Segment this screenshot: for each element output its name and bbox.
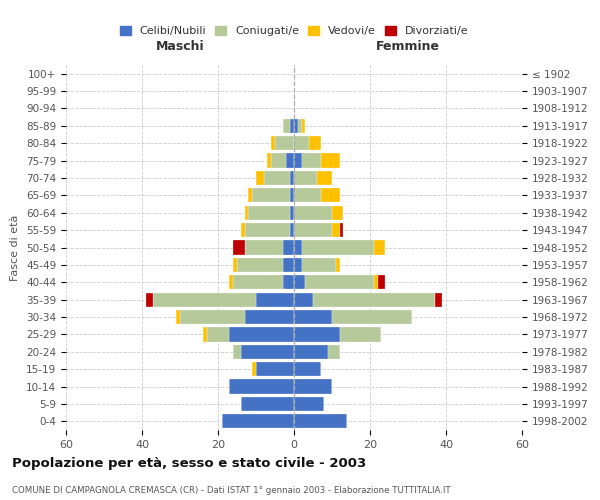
- Bar: [271, 136, 275, 150]
- Bar: [332, 310, 412, 324]
- Bar: [206, 328, 229, 342]
- Bar: [233, 240, 245, 254]
- Bar: [294, 240, 302, 254]
- Bar: [180, 310, 245, 324]
- Bar: [245, 223, 290, 237]
- Bar: [374, 275, 377, 289]
- Bar: [222, 414, 294, 428]
- Text: COMUNE DI CAMPAGNOLA CREMASCA (CR) - Dati ISTAT 1° gennaio 2003 - Elaborazione T: COMUNE DI CAMPAGNOLA CREMASCA (CR) - Dat…: [12, 486, 451, 495]
- Bar: [248, 188, 252, 202]
- Bar: [275, 136, 294, 150]
- Bar: [294, 292, 313, 307]
- Text: Femmine: Femmine: [376, 40, 440, 53]
- Bar: [256, 171, 263, 185]
- Bar: [248, 206, 290, 220]
- Bar: [283, 118, 290, 133]
- Bar: [229, 275, 233, 289]
- Bar: [286, 154, 294, 168]
- Bar: [233, 344, 241, 359]
- Bar: [290, 118, 294, 133]
- Bar: [313, 292, 434, 307]
- Bar: [290, 188, 294, 202]
- Bar: [328, 344, 340, 359]
- Bar: [332, 223, 340, 237]
- Bar: [340, 328, 382, 342]
- Bar: [336, 258, 340, 272]
- Bar: [241, 344, 294, 359]
- Bar: [252, 188, 290, 202]
- Bar: [294, 328, 340, 342]
- Bar: [294, 136, 309, 150]
- Bar: [294, 154, 302, 168]
- Text: Maschi: Maschi: [155, 40, 205, 53]
- Bar: [283, 258, 294, 272]
- Legend: Celibi/Nubili, Coniugati/e, Vedovi/e, Divorziati/e: Celibi/Nubili, Coniugati/e, Vedovi/e, Di…: [115, 22, 473, 40]
- Bar: [283, 240, 294, 254]
- Bar: [245, 206, 248, 220]
- Bar: [146, 292, 154, 307]
- Bar: [320, 154, 340, 168]
- Bar: [283, 275, 294, 289]
- Y-axis label: Anni di nascita: Anni di nascita: [598, 206, 600, 289]
- Bar: [374, 240, 385, 254]
- Bar: [309, 136, 320, 150]
- Bar: [229, 380, 294, 394]
- Bar: [233, 275, 283, 289]
- Bar: [256, 292, 294, 307]
- Bar: [256, 362, 294, 376]
- Y-axis label: Fasce di età: Fasce di età: [10, 214, 20, 280]
- Bar: [294, 380, 332, 394]
- Bar: [377, 275, 385, 289]
- Bar: [241, 223, 245, 237]
- Bar: [302, 258, 336, 272]
- Bar: [294, 275, 305, 289]
- Bar: [268, 154, 271, 168]
- Bar: [290, 206, 294, 220]
- Bar: [294, 344, 328, 359]
- Bar: [176, 310, 180, 324]
- Text: Popolazione per età, sesso e stato civile - 2003: Popolazione per età, sesso e stato civil…: [12, 458, 366, 470]
- Bar: [294, 171, 317, 185]
- Bar: [294, 188, 320, 202]
- Bar: [302, 240, 374, 254]
- Bar: [434, 292, 442, 307]
- Bar: [263, 171, 290, 185]
- Bar: [245, 310, 294, 324]
- Bar: [237, 258, 283, 272]
- Bar: [252, 362, 256, 376]
- Bar: [290, 171, 294, 185]
- Bar: [271, 154, 286, 168]
- Bar: [302, 154, 320, 168]
- Bar: [241, 397, 294, 411]
- Bar: [245, 240, 283, 254]
- Bar: [302, 118, 305, 133]
- Bar: [294, 414, 347, 428]
- Bar: [294, 223, 332, 237]
- Bar: [203, 328, 206, 342]
- Bar: [233, 258, 237, 272]
- Bar: [229, 328, 294, 342]
- Bar: [294, 310, 332, 324]
- Bar: [154, 292, 256, 307]
- Bar: [294, 118, 298, 133]
- Bar: [305, 275, 374, 289]
- Bar: [294, 397, 325, 411]
- Bar: [340, 223, 343, 237]
- Bar: [320, 188, 340, 202]
- Bar: [294, 258, 302, 272]
- Bar: [294, 362, 320, 376]
- Bar: [298, 118, 302, 133]
- Bar: [290, 223, 294, 237]
- Bar: [294, 206, 332, 220]
- Bar: [332, 206, 343, 220]
- Bar: [317, 171, 332, 185]
